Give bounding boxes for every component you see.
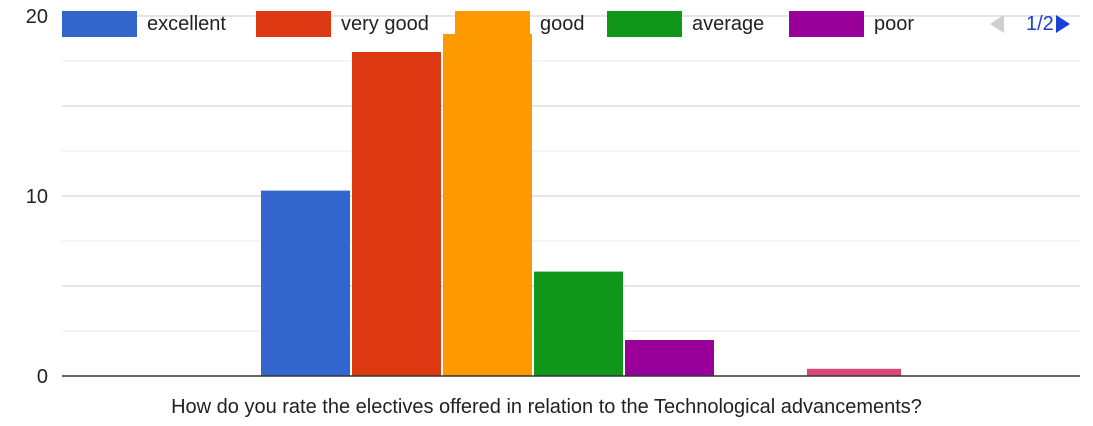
legend-swatch <box>789 11 864 37</box>
triangle-right-icon[interactable] <box>1055 15 1070 33</box>
legend-label: very good <box>341 12 429 35</box>
legend-label: excellent <box>147 12 226 35</box>
bar-series-6 <box>807 368 901 376</box>
x-axis-label: How do you rate the electives offered in… <box>171 396 922 418</box>
bar-very-good <box>352 52 441 376</box>
legend-pager: 1/2 <box>990 11 1070 37</box>
bar-excellent <box>261 190 350 376</box>
legend-swatch <box>62 11 137 37</box>
legend-item-poor[interactable]: poor <box>789 11 914 37</box>
bar-average <box>534 271 623 376</box>
bar-good <box>443 34 532 376</box>
legend-item-excellent[interactable]: excellent <box>62 11 226 37</box>
legend-item-average[interactable]: average <box>607 11 764 37</box>
y-tick-label: 20 <box>26 6 48 28</box>
legend-item-good[interactable]: good <box>455 11 585 37</box>
bar-poor <box>625 340 714 376</box>
triangle-left-icon[interactable] <box>990 15 1004 33</box>
legend: excellent very good good average poor 1/… <box>0 0 1093 50</box>
legend-swatch <box>256 11 331 37</box>
y-tick-label: 0 <box>37 366 48 388</box>
legend-label: good <box>540 12 585 35</box>
legend-label: average <box>692 12 765 35</box>
legend-page-indicator: 1/2 <box>1026 12 1054 35</box>
legend-item-very-good[interactable]: very good <box>256 11 429 37</box>
legend-label: poor <box>874 12 915 35</box>
legend-swatch <box>607 11 682 37</box>
y-tick-label: 10 <box>26 186 48 208</box>
legend-swatch <box>455 11 530 37</box>
